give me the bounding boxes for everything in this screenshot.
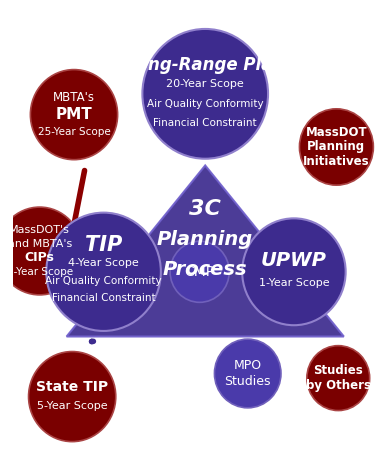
Text: MPO: MPO	[233, 359, 262, 372]
Text: CIPs: CIPs	[25, 252, 55, 265]
Text: TIP: TIP	[85, 235, 122, 255]
Text: Initiatives: Initiatives	[303, 155, 370, 168]
Text: CMP: CMP	[185, 265, 215, 279]
Text: Studies: Studies	[313, 364, 363, 377]
Ellipse shape	[30, 70, 118, 159]
Text: Long-Range Plan: Long-Range Plan	[126, 56, 285, 74]
Text: Air Quality Conformity: Air Quality Conformity	[147, 99, 263, 108]
Text: and MBTA's: and MBTA's	[8, 239, 72, 249]
Text: by Others: by Others	[306, 379, 371, 392]
Text: Planning: Planning	[307, 140, 366, 153]
Text: Financial Constraint: Financial Constraint	[153, 118, 257, 128]
Ellipse shape	[307, 345, 370, 411]
Ellipse shape	[170, 241, 229, 302]
Polygon shape	[66, 166, 344, 337]
Text: Air Quality Conformity: Air Quality Conformity	[45, 276, 162, 286]
Text: Studies: Studies	[225, 375, 271, 388]
Ellipse shape	[242, 219, 346, 325]
Text: Financial Constraint: Financial Constraint	[52, 293, 156, 303]
Text: 20-Year Scope: 20-Year Scope	[166, 79, 244, 89]
Ellipse shape	[214, 339, 281, 408]
Ellipse shape	[300, 109, 373, 185]
Text: MassDOT's: MassDOT's	[9, 225, 70, 235]
Text: Process: Process	[163, 260, 248, 279]
Text: 5-Year Scope: 5-Year Scope	[37, 401, 108, 412]
Ellipse shape	[28, 352, 116, 442]
Ellipse shape	[46, 213, 161, 331]
Text: PMT: PMT	[56, 107, 93, 122]
Text: 4-Year Scope: 4-Year Scope	[68, 258, 139, 268]
Text: 1-Year Scope: 1-Year Scope	[258, 278, 329, 288]
Text: 25-Year Scope: 25-Year Scope	[38, 127, 110, 137]
Ellipse shape	[0, 207, 82, 295]
Text: 3C: 3C	[189, 199, 221, 219]
Ellipse shape	[142, 29, 268, 159]
Text: UPWP: UPWP	[261, 251, 327, 270]
Text: MassDOT: MassDOT	[306, 126, 367, 139]
Text: MBTA's: MBTA's	[53, 91, 95, 104]
Text: Planning: Planning	[157, 230, 253, 249]
Text: State TIP: State TIP	[36, 380, 108, 394]
Text: 5-Year Scope: 5-Year Scope	[7, 267, 73, 277]
